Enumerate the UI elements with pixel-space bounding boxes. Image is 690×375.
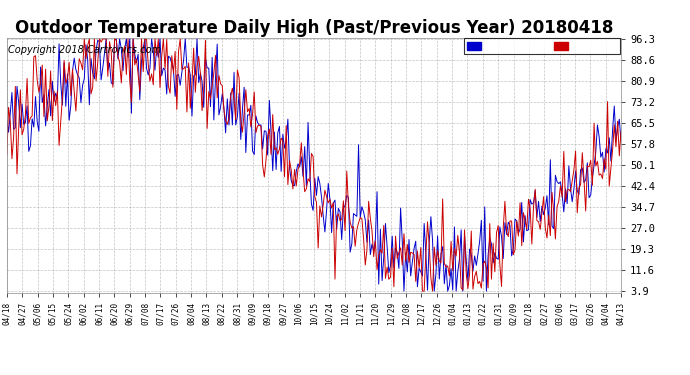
Text: Copyright 2018 Cartronics.com: Copyright 2018 Cartronics.com — [8, 45, 161, 55]
Legend: Previous  (°F), Past  (°F): Previous (°F), Past (°F) — [464, 39, 620, 54]
Title: Outdoor Temperature Daily High (Past/Previous Year) 20180418: Outdoor Temperature Daily High (Past/Pre… — [14, 20, 613, 38]
